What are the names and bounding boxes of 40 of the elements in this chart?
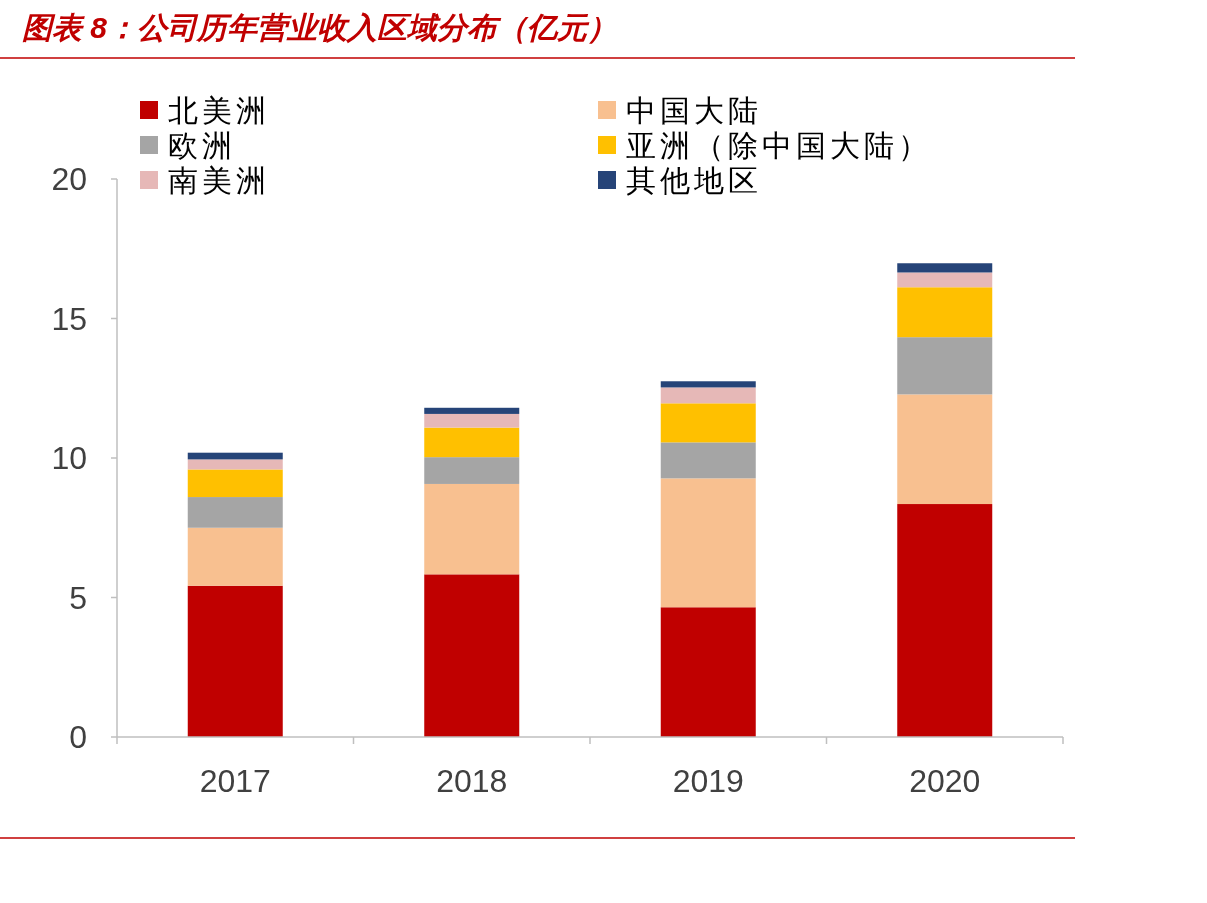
bar xyxy=(187,452,283,460)
bar xyxy=(424,483,520,575)
x-tick-label: 2019 xyxy=(672,763,744,799)
bar xyxy=(897,337,993,395)
y-tick-label: 10 xyxy=(51,440,87,476)
bar xyxy=(660,387,756,404)
bar xyxy=(660,442,756,479)
legend-label: 北美洲 xyxy=(168,94,270,127)
legend-label: 中国大陆 xyxy=(626,94,762,127)
bar xyxy=(187,497,283,528)
bar xyxy=(897,263,993,273)
bar xyxy=(424,413,520,428)
bar xyxy=(660,403,756,443)
legend-label: 欧洲 xyxy=(168,129,236,162)
bar xyxy=(424,457,520,484)
bar xyxy=(187,459,283,470)
bar xyxy=(424,427,520,458)
x-tick-label: 2017 xyxy=(199,763,271,799)
bar xyxy=(424,574,520,737)
y-tick-label: 5 xyxy=(69,579,87,616)
bar xyxy=(424,407,520,414)
y-tick-label: 20 xyxy=(51,161,87,197)
legend-label: 亚洲（除中国大陆） xyxy=(626,129,932,162)
bar xyxy=(660,607,756,737)
legend-label: 其他地区 xyxy=(626,164,762,197)
x-tick-label: 2018 xyxy=(436,763,508,799)
bar xyxy=(187,527,283,586)
bar xyxy=(660,381,756,388)
bar xyxy=(897,272,993,288)
bar xyxy=(187,469,283,498)
y-tick-label: 0 xyxy=(69,719,87,755)
bar xyxy=(897,504,993,737)
chart-title: 图表 8：公司历年营业收入区域分布（亿元） xyxy=(22,11,618,44)
bar xyxy=(897,394,993,505)
x-tick-label: 2020 xyxy=(909,763,981,799)
y-tick-label: 15 xyxy=(51,300,87,337)
bar xyxy=(897,287,993,338)
bar xyxy=(660,478,756,608)
legend-label: 南美洲 xyxy=(168,164,270,197)
bar xyxy=(187,585,283,737)
